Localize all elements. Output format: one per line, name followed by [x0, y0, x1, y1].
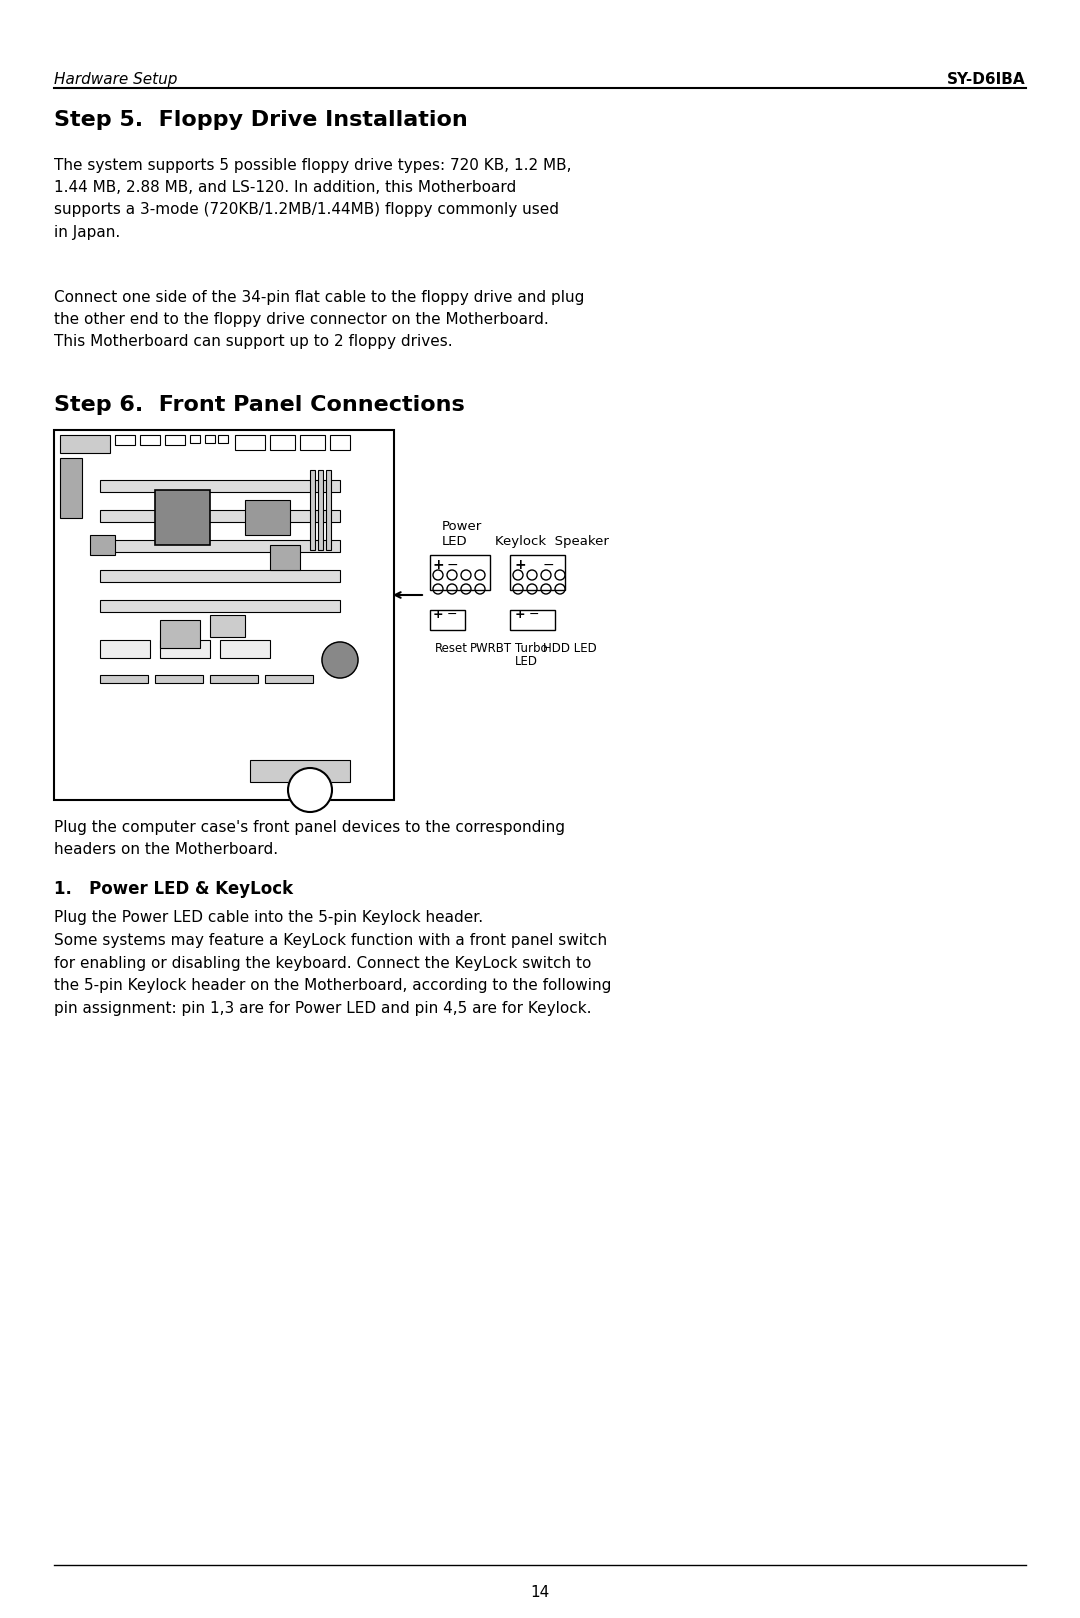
Bar [330, 435, 350, 450]
Bar [100, 675, 148, 683]
Text: Keylock  Speaker: Keylock Speaker [495, 536, 609, 549]
Bar [270, 435, 295, 450]
Bar [100, 570, 340, 582]
Bar [100, 510, 340, 523]
Text: −: − [447, 608, 457, 621]
Text: Step 6.  Front Panel Connections: Step 6. Front Panel Connections [54, 395, 464, 414]
Bar [300, 435, 325, 450]
Bar [310, 469, 315, 550]
Bar [100, 481, 340, 492]
Bar [156, 675, 203, 683]
Bar [210, 615, 245, 637]
Bar [245, 500, 291, 536]
Bar [140, 435, 160, 445]
Text: 1.   Power LED & KeyLock: 1. Power LED & KeyLock [54, 880, 293, 898]
Text: −: − [542, 558, 554, 573]
Text: HDD LED: HDD LED [543, 642, 597, 655]
Text: Turbo: Turbo [515, 642, 548, 655]
Bar [60, 435, 110, 453]
Bar [249, 760, 350, 781]
Bar [265, 675, 313, 683]
Bar [430, 610, 465, 629]
Bar [54, 430, 394, 799]
Bar [510, 610, 555, 629]
Bar [318, 469, 323, 550]
Text: +: + [433, 608, 443, 621]
Text: Connect one side of the 34-pin flat cable to the floppy drive and plug
the other: Connect one side of the 34-pin flat cabl… [54, 290, 584, 349]
Text: −: − [446, 558, 458, 573]
Circle shape [288, 769, 332, 812]
Bar [430, 555, 490, 591]
Bar [220, 641, 270, 659]
Text: Plug the Power LED cable into the 5-pin Keylock header.
Some systems may feature: Plug the Power LED cable into the 5-pin … [54, 909, 611, 1016]
Bar [60, 458, 82, 518]
Text: +: + [514, 558, 526, 573]
Bar [270, 545, 300, 570]
Bar [156, 490, 210, 545]
Text: Reset: Reset [435, 642, 468, 655]
Bar [190, 435, 200, 443]
Text: Step 5.  Floppy Drive Installation: Step 5. Floppy Drive Installation [54, 110, 468, 129]
Text: The system supports 5 possible floppy drive types: 720 KB, 1.2 MB,
1.44 MB, 2.88: The system supports 5 possible floppy dr… [54, 159, 571, 239]
Circle shape [322, 642, 357, 678]
Text: −: − [529, 608, 539, 621]
Text: LED: LED [515, 655, 538, 668]
Bar [100, 600, 340, 612]
Bar [100, 540, 340, 552]
Bar [210, 675, 258, 683]
Text: Plug the computer case's front panel devices to the corresponding
headers on the: Plug the computer case's front panel dev… [54, 820, 565, 858]
Bar [326, 469, 330, 550]
Text: PWRBT: PWRBT [470, 642, 512, 655]
Bar [235, 435, 265, 450]
Text: +: + [432, 558, 444, 573]
Bar [160, 641, 210, 659]
Bar [510, 555, 565, 591]
Text: Hardware Setup: Hardware Setup [54, 71, 177, 87]
Text: LED: LED [442, 536, 468, 549]
Text: +: + [515, 608, 525, 621]
Bar [100, 641, 150, 659]
Bar [218, 435, 228, 443]
Bar [160, 620, 200, 647]
Text: Power: Power [442, 519, 483, 532]
Bar [90, 536, 114, 555]
Bar [114, 435, 135, 445]
Text: SY-D6IBA: SY-D6IBA [947, 71, 1026, 87]
Text: 14: 14 [530, 1586, 550, 1600]
Bar [205, 435, 215, 443]
Bar [165, 435, 185, 445]
